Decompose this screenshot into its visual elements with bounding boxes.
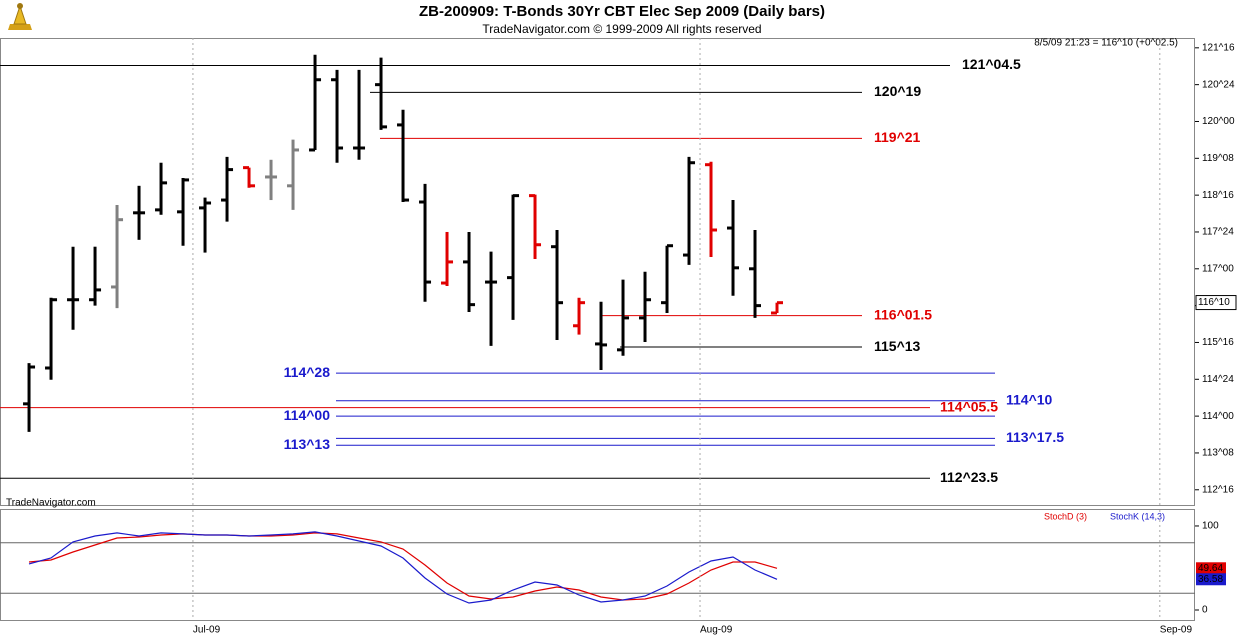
y-tick-label: 112^16: [1202, 484, 1234, 495]
series-line: [28, 531, 778, 604]
logo: [8, 3, 32, 30]
level-label: 114^10: [1006, 391, 1053, 407]
x-tick-label: Sep-09: [1160, 625, 1193, 636]
y-tick-label: 114^00: [1202, 411, 1234, 422]
info: 8/5/09 21:23 = 116^10 (+0^02.5): [1034, 38, 1178, 49]
x-tick-label: Aug-09: [700, 625, 733, 636]
level-label: 114^28: [284, 364, 331, 380]
level-label: 116^01.5: [874, 306, 932, 322]
level-label: 113^13: [284, 436, 331, 452]
legend-entry: StochK (14,3): [1110, 511, 1165, 521]
last-value-label: 36.58: [1198, 574, 1223, 585]
level-label: 121^04.5: [962, 56, 1021, 72]
last-value-box: [1196, 573, 1226, 586]
last-value-box: [1196, 562, 1226, 575]
chart-subtitle: TradeNavigator.com © 1999-2009 All right…: [482, 22, 761, 36]
level-label: 114^05.5: [940, 398, 998, 414]
level-label: 120^19: [874, 83, 921, 99]
level-label: 113^17.5: [1006, 429, 1064, 445]
y-tick-label: 120^00: [1202, 116, 1235, 127]
last-price-label: 116^10: [1198, 297, 1230, 308]
chart-title: ZB-200909: T-Bonds 30Yr CBT Elec Sep 200…: [419, 3, 825, 20]
level-label: 119^21: [874, 129, 921, 145]
last-price-box: [1195, 295, 1237, 311]
y-tick-label: 120^24: [1202, 79, 1235, 90]
y-tick-label: 114^24: [1202, 374, 1234, 385]
price-panel: [0, 38, 1195, 506]
watermark: TradeNavigator.com: [6, 498, 96, 509]
y-tick-label: 118^16: [1202, 190, 1234, 201]
y-tick-label: 0: [1202, 605, 1208, 616]
y-tick-label: 121^16: [1202, 42, 1235, 53]
y-tick-label: 113^08: [1202, 448, 1234, 459]
level-label: 115^13: [874, 338, 921, 354]
y-tick-label: 100: [1202, 521, 1219, 532]
y-tick-label: 117^00: [1202, 263, 1234, 274]
x-tick-label: Jul-09: [193, 625, 221, 636]
level-label: 112^23.5: [940, 469, 998, 485]
level-label: 114^00: [284, 407, 331, 423]
last-value-label: 49.64: [1198, 563, 1223, 574]
y-tick-label: 119^08: [1202, 153, 1234, 164]
series-line: [28, 532, 778, 601]
y-tick-label: 115^16: [1202, 337, 1234, 348]
indicator-panel: [0, 509, 1195, 621]
y-tick-label: 117^24: [1202, 227, 1234, 238]
legend-entry: StochD (3): [1044, 511, 1087, 521]
